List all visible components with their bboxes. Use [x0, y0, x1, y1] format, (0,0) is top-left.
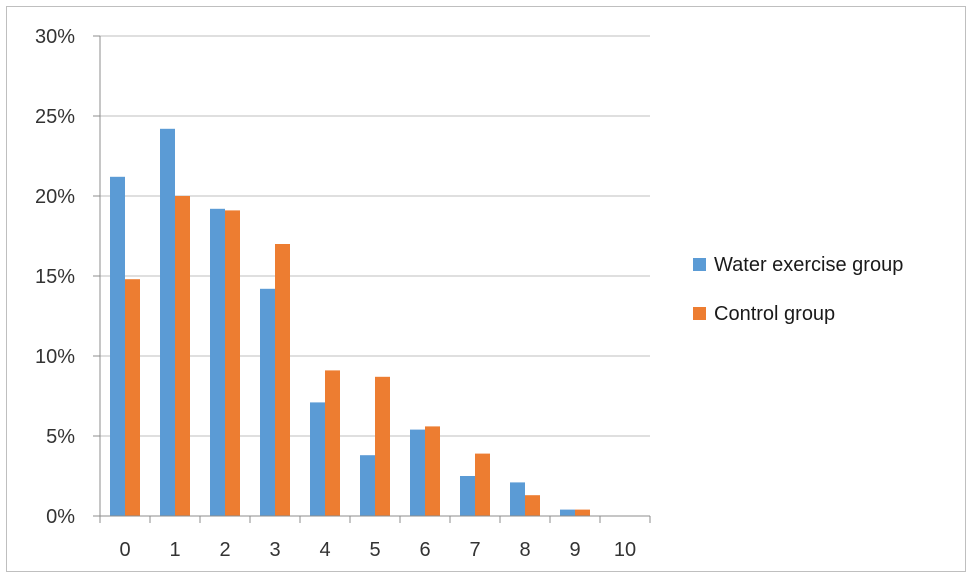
- bar-control-group: [325, 370, 340, 516]
- bar-water-exercise-group: [210, 209, 225, 516]
- legend-swatch: [693, 258, 706, 271]
- bar-water-exercise-group: [110, 177, 125, 516]
- legend-swatch: [693, 307, 706, 320]
- x-tick-label: 2: [219, 539, 230, 561]
- bar-water-exercise-group: [260, 289, 275, 516]
- x-tick-label: 9: [569, 539, 580, 561]
- bar-control-group: [125, 279, 140, 516]
- x-tick-label: 8: [519, 539, 530, 561]
- x-tick-label: 4: [319, 539, 330, 561]
- bar-control-group: [425, 426, 440, 516]
- bar-control-group: [225, 210, 240, 516]
- y-tick-label: 30%: [35, 26, 75, 48]
- y-tick-label: 15%: [35, 266, 75, 288]
- bar-water-exercise-group: [310, 402, 325, 516]
- y-tick-label: 20%: [35, 186, 75, 208]
- bars: [110, 129, 590, 516]
- bar-water-exercise-group: [360, 455, 375, 516]
- legend-label: Water exercise group: [714, 254, 903, 276]
- bar-control-group: [275, 244, 290, 516]
- bar-water-exercise-group: [560, 510, 575, 516]
- bar-water-exercise-group: [460, 476, 475, 516]
- bar-control-group: [525, 495, 540, 516]
- x-tick-label: 6: [419, 539, 430, 561]
- x-tick-label: 1: [169, 539, 180, 561]
- x-tick-label: 3: [269, 539, 280, 561]
- y-tick-label: 0%: [46, 506, 75, 528]
- bar-control-group: [375, 377, 390, 516]
- y-tick-label: 10%: [35, 346, 75, 368]
- y-tick-label: 5%: [46, 426, 75, 448]
- bar-control-group: [475, 454, 490, 516]
- bar-water-exercise-group: [410, 430, 425, 516]
- x-tick-label: 7: [469, 539, 480, 561]
- bar-control-group: [175, 196, 190, 516]
- y-tick-label: 25%: [35, 106, 75, 128]
- x-tick-label: 5: [369, 539, 380, 561]
- legend: Water exercise group Control group: [693, 254, 903, 325]
- bar-control-group: [575, 510, 590, 516]
- legend-label: Control group: [714, 303, 835, 325]
- bar-water-exercise-group: [510, 482, 525, 516]
- bar-water-exercise-group: [160, 129, 175, 516]
- x-tick-label: 0: [119, 539, 130, 561]
- x-tick-label: 10: [614, 539, 636, 561]
